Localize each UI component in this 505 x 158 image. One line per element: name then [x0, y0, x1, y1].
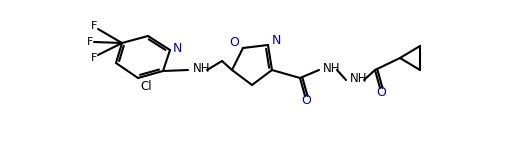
Text: F: F	[91, 53, 97, 63]
Text: NH: NH	[350, 72, 368, 85]
Text: Cl: Cl	[140, 80, 152, 94]
Text: N: N	[173, 43, 182, 55]
Text: O: O	[376, 86, 386, 100]
Text: O: O	[301, 94, 311, 107]
Text: N: N	[272, 33, 281, 46]
Text: F: F	[87, 37, 93, 47]
Text: O: O	[229, 36, 239, 49]
Text: F: F	[91, 21, 97, 31]
Text: NH: NH	[323, 61, 340, 75]
Text: NH: NH	[193, 63, 211, 76]
